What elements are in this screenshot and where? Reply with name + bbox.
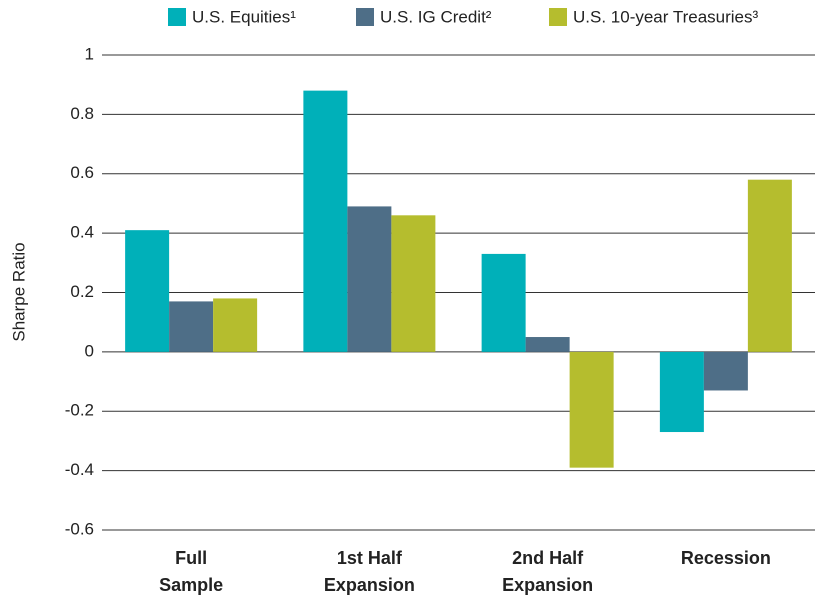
y-axis-label: Sharpe Ratio <box>9 242 28 341</box>
x-tick-label: 1st Half Expansion <box>324 548 415 595</box>
bar <box>347 206 392 352</box>
bar <box>659 351 704 433</box>
bar <box>481 253 526 352</box>
legend-label: U.S. Equities¹ <box>192 7 296 26</box>
bar <box>169 301 214 352</box>
bar <box>391 215 436 352</box>
bar <box>213 298 258 352</box>
y-tick-label: -0.2 <box>65 401 94 420</box>
bar <box>125 230 170 352</box>
legend-swatch <box>549 8 567 26</box>
y-tick-label: 1 <box>85 44 94 63</box>
bar <box>303 90 348 352</box>
bar <box>569 351 614 468</box>
bar <box>747 179 792 352</box>
legend-swatch <box>168 8 186 26</box>
bar <box>703 351 748 391</box>
legend-label: U.S. 10-year Treasuries³ <box>573 7 759 26</box>
y-tick-label: -0.6 <box>65 519 94 538</box>
y-tick-label: 0 <box>85 341 94 360</box>
legend-label: U.S. IG Credit² <box>380 7 492 26</box>
legend-swatch <box>356 8 374 26</box>
bar <box>525 337 570 352</box>
x-tick-label: 2nd Half Expansion <box>502 548 593 595</box>
y-tick-label: 0.4 <box>70 223 94 242</box>
y-tick-label: 0.6 <box>70 163 94 182</box>
x-tick-label: Full Sample <box>159 548 223 595</box>
y-tick-label: -0.4 <box>65 460 94 479</box>
x-tick-label: Recession <box>681 548 771 568</box>
y-tick-label: 0.8 <box>70 104 94 123</box>
y-tick-label: 0.2 <box>70 282 94 301</box>
